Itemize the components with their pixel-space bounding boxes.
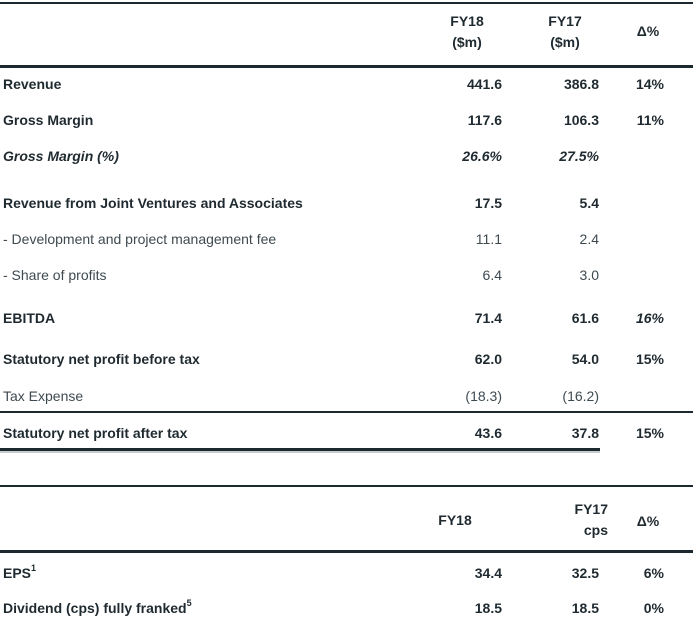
- row-label: EBITDA: [3, 310, 56, 326]
- header-fy18: FY18 ($m): [432, 11, 502, 53]
- value-fy18: 117.6: [467, 112, 502, 128]
- value-fy18: 11.1: [475, 231, 502, 247]
- value-fy18: 34.4: [474, 565, 502, 581]
- value-fy17: 5.4: [579, 195, 599, 211]
- value-delta: 15%: [635, 351, 664, 367]
- value-fy17: (16.2): [562, 388, 599, 404]
- row-label: Statutory net profit before tax: [3, 351, 200, 367]
- value-delta: 0%: [643, 600, 664, 616]
- value-fy17: 2.4: [579, 231, 599, 247]
- value-fy18: 26.6%: [462, 148, 502, 164]
- value-fy17: 18.5: [571, 600, 599, 616]
- value-delta: 6%: [643, 565, 664, 581]
- row-label-text: EPS: [3, 565, 32, 581]
- header-fy18-line1: FY18: [450, 13, 484, 29]
- value-fy18: 62.0: [474, 351, 502, 367]
- table-bottom-shadow: [0, 451, 600, 453]
- row-label: Statutory net profit after tax: [3, 425, 188, 441]
- value-fy18: 43.6: [474, 425, 502, 441]
- value-fy17: 106.3: [563, 112, 599, 128]
- value-delta: 15%: [635, 425, 664, 441]
- row-label: - Development and project management fee: [3, 231, 277, 247]
- row-label: Revenue: [3, 76, 62, 92]
- row-label: Tax Expense: [3, 388, 84, 404]
- table-top-rule: [0, 2, 693, 4]
- value-fy18: (18.3): [465, 388, 502, 404]
- row-label: EPS1: [3, 564, 36, 582]
- table-bottom-rule: [0, 448, 600, 451]
- header-delta: Δ%: [636, 513, 660, 529]
- value-fy17: 54.0: [571, 351, 599, 367]
- header-fy17-line1: FY17: [548, 13, 582, 29]
- subtotal-rule: [0, 411, 693, 413]
- value-fy18: 17.5: [474, 195, 502, 211]
- value-fy17: 32.5: [571, 565, 599, 581]
- value-fy17: 37.8: [571, 425, 599, 441]
- row-label: Revenue from Joint Ventures and Associat…: [3, 195, 303, 211]
- table-top-rule: [0, 485, 693, 487]
- header-fy17-line2: ($m): [550, 34, 580, 50]
- header-bottom-rule: [0, 65, 693, 68]
- row-label: - Share of profits: [3, 267, 107, 283]
- header-delta: Δ%: [636, 23, 660, 39]
- value-delta: 11%: [636, 112, 664, 128]
- header-fy18: FY18: [438, 512, 472, 528]
- row-label: Gross Margin: [3, 112, 94, 128]
- value-fy17: 386.8: [563, 76, 599, 92]
- header-bottom-rule: [0, 550, 693, 553]
- header-fy17-line2: cps: [583, 522, 608, 538]
- value-fy17: 61.6: [571, 310, 599, 326]
- row-label: Gross Margin (%): [3, 148, 119, 164]
- footnote-marker: 1: [31, 563, 37, 574]
- footnote-marker: 5: [186, 598, 192, 609]
- value-fy17: 27.5%: [559, 148, 599, 164]
- value-fy18: 441.6: [466, 76, 502, 92]
- header-fy17: FY17 cps: [548, 499, 608, 541]
- value-fy17: 3.0: [579, 267, 599, 283]
- header-fy18-line2: ($m): [452, 34, 482, 50]
- value-fy18: 6.4: [482, 267, 502, 283]
- row-label: Dividend (cps) fully franked5: [3, 599, 192, 617]
- value-fy18: 71.4: [474, 310, 502, 326]
- value-delta: 14%: [635, 76, 664, 92]
- header-fy17: FY17 ($m): [530, 11, 600, 53]
- header-fy17-line1: FY17: [574, 501, 608, 517]
- value-delta: 16%: [635, 310, 664, 326]
- row-label-text: Dividend (cps) fully franked: [3, 600, 187, 616]
- value-fy18: 18.5: [474, 600, 502, 616]
